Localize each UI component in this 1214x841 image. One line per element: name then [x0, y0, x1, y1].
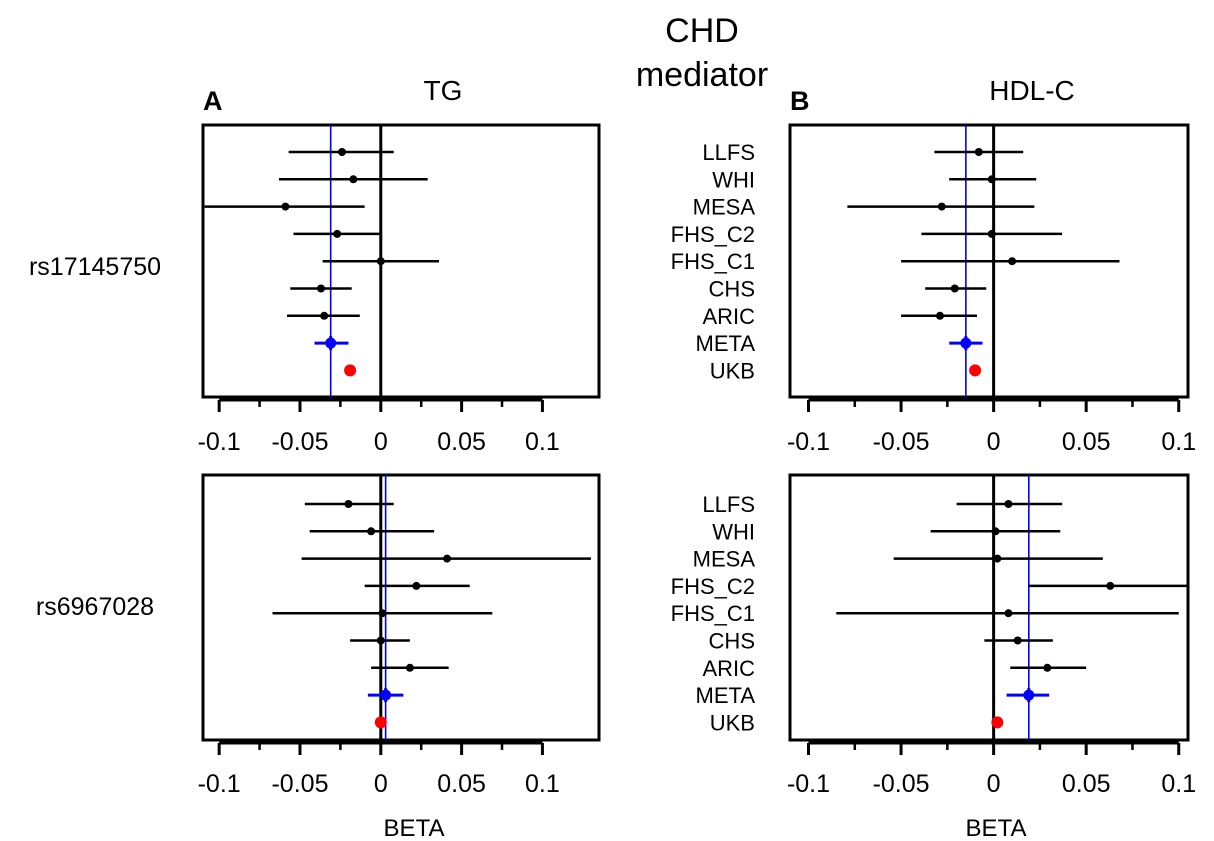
panel-frame: [788, 473, 1190, 742]
column-b-title: HDL-C: [989, 75, 1075, 106]
study-label-chs: CHS: [709, 277, 755, 302]
point-mesa: [937, 202, 946, 211]
point-aric: [405, 663, 414, 672]
study-label-llfs: LLFS: [702, 140, 755, 165]
point-fhs-c2: [1106, 581, 1115, 590]
point-fhs-c2: [412, 581, 421, 590]
x-tick-label: 0.05: [1062, 428, 1111, 456]
point-whi: [987, 175, 996, 184]
point-llfs: [338, 148, 347, 156]
panel-b-letter: B: [790, 86, 810, 116]
x-tick-label: 0: [374, 428, 388, 456]
panel-a-letter: A: [203, 86, 223, 116]
x-tick-label: 0: [374, 770, 388, 798]
point-aric: [1043, 663, 1052, 672]
study-label-chs: CHS: [709, 629, 755, 654]
row-bottom-snp-label: rs6967028: [36, 593, 154, 621]
x-tick-label: -0.1: [787, 428, 830, 456]
point-ukb: [991, 716, 1004, 729]
point-aric: [320, 311, 329, 320]
point-mesa: [281, 202, 290, 211]
point-fhs-c2: [987, 229, 996, 238]
point-meta: [325, 337, 337, 349]
study-label-fhs-c2: FHS_C2: [671, 574, 755, 599]
point-fhs-c1: [378, 609, 387, 618]
study-label-aric: ARIC: [702, 304, 755, 329]
study-label-meta: META: [696, 683, 756, 708]
figure-title-line2: mediator: [636, 56, 768, 94]
panel-frame: [201, 473, 601, 742]
point-whi: [991, 527, 1000, 536]
study-label-fhs-c2: FHS_C2: [671, 222, 755, 247]
point-chs: [950, 284, 959, 293]
point-meta: [960, 337, 972, 349]
x-tick-label: 0.1: [1161, 770, 1196, 798]
column-a-title: TG: [424, 75, 463, 106]
point-mesa: [993, 554, 1002, 563]
point-llfs: [344, 500, 353, 508]
study-label-meta: META: [696, 331, 756, 356]
x-tick-label: -0.1: [787, 770, 830, 798]
x-tick-label: 0.1: [1161, 428, 1196, 456]
point-llfs: [974, 148, 983, 156]
point-ukb: [374, 716, 387, 729]
point-fhs-c1: [376, 257, 385, 266]
point-whi: [349, 175, 358, 184]
x-tick-label: 0: [987, 770, 1001, 798]
study-label-mesa: MESA: [693, 195, 756, 220]
point-fhs-c1: [1008, 257, 1017, 266]
x-axis-label-b: BETA: [966, 815, 1027, 841]
study-label-fhs-c1: FHS_C1: [671, 249, 755, 274]
point-meta: [1023, 689, 1035, 701]
row-top-snp-label: rs17145750: [29, 253, 161, 281]
point-fhs-c2: [333, 229, 342, 238]
x-tick-label: -0.05: [873, 770, 930, 798]
x-tick-label: 0.05: [1062, 770, 1111, 798]
x-tick-label: 0.1: [525, 770, 560, 798]
x-tick-label: -0.1: [198, 770, 241, 798]
x-tick-label: -0.05: [873, 428, 930, 456]
panel-frame: [788, 123, 1190, 399]
x-tick-label: 0.05: [437, 770, 486, 798]
point-ukb: [969, 364, 982, 377]
study-label-llfs: LLFS: [702, 492, 755, 517]
study-label-whi: WHI: [712, 167, 755, 192]
point-meta: [380, 689, 392, 701]
x-tick-label: 0.1: [525, 428, 560, 456]
study-label-aric: ARIC: [702, 656, 755, 681]
point-whi: [367, 527, 376, 536]
x-tick-label: -0.05: [271, 770, 328, 798]
study-label-ukb: UKB: [710, 358, 755, 383]
study-label-mesa: MESA: [693, 547, 756, 572]
study-label-fhs-c1: FHS_C1: [671, 601, 755, 626]
point-mesa: [443, 554, 452, 563]
point-ukb: [344, 364, 357, 377]
x-tick-label: 0.05: [437, 428, 486, 456]
x-tick-label: -0.1: [198, 428, 241, 456]
point-chs: [316, 284, 325, 293]
x-tick-label: 0: [987, 428, 1001, 456]
point-fhs-c1: [1004, 609, 1013, 618]
point-llfs: [1004, 500, 1013, 508]
x-tick-label: -0.05: [271, 428, 328, 456]
x-axis-label-a: BETA: [384, 815, 445, 841]
study-label-ukb: UKB: [710, 710, 755, 735]
point-chs: [1013, 636, 1022, 645]
study-label-whi: WHI: [712, 519, 755, 544]
point-aric: [935, 311, 944, 320]
panel-frame: [201, 123, 601, 399]
figure-title-line1: CHD: [665, 12, 739, 50]
point-chs: [376, 636, 385, 645]
